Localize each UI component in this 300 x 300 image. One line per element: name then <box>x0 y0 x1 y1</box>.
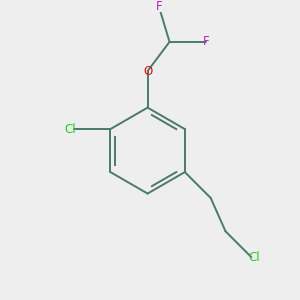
Text: Cl: Cl <box>64 123 76 136</box>
Text: Cl: Cl <box>248 250 260 264</box>
Text: F: F <box>156 0 162 14</box>
Text: O: O <box>143 64 152 78</box>
Text: F: F <box>203 35 209 48</box>
